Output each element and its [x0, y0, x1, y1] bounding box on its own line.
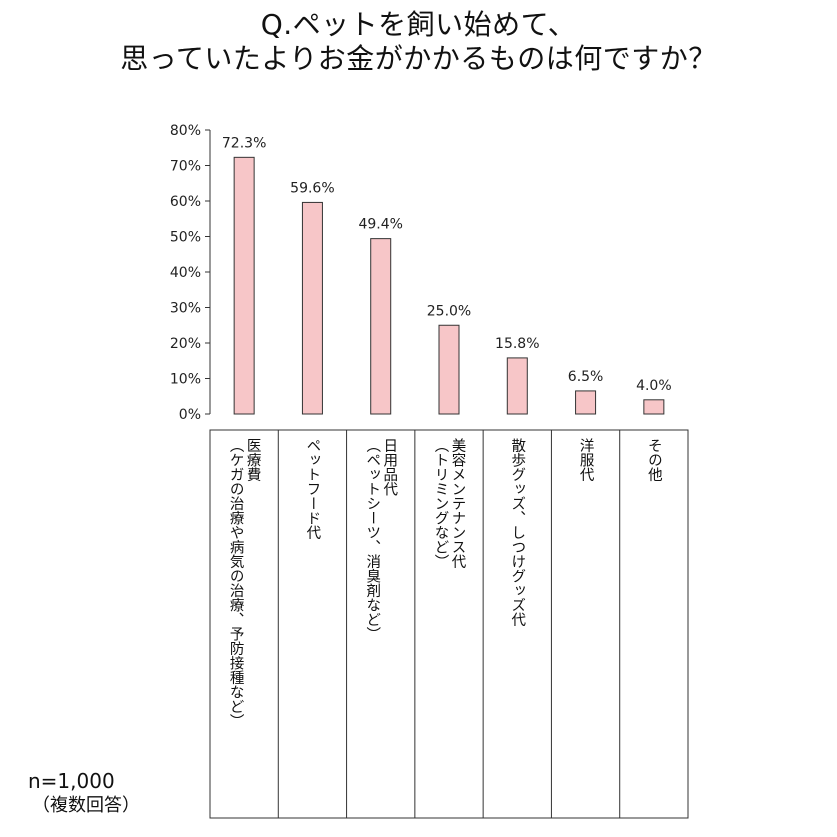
multiple-answer-note: （複数回答）: [32, 795, 140, 816]
value-labels: 72.3% 59.6% 49.4% 25.0% 15.8% 6.5% 4.0%: [222, 135, 672, 393]
bar: [233, 156, 255, 415]
y-tick-label: 50%: [170, 230, 201, 246]
y-tick-label: 0%: [179, 407, 201, 423]
bar-value-label: 4.0%: [636, 378, 672, 394]
category-label: その他: [646, 438, 662, 483]
category-label: 日用品代: [381, 438, 397, 497]
bar-value-label: 6.5%: [568, 369, 604, 385]
category-label: （ペットシーツ、消臭剤など）: [364, 438, 380, 641]
bar-value-label: 59.6%: [290, 180, 334, 196]
y-tick-label: 70%: [170, 159, 201, 175]
chart-title-line-1: Q.ペットを飼い始めて、: [260, 8, 577, 41]
y-tick-label: 30%: [170, 301, 201, 317]
y-tick-label: 20%: [170, 336, 201, 352]
category-label: （トリミングなど）: [433, 438, 449, 569]
bar: [575, 390, 597, 415]
bar-value-label: 72.3%: [222, 135, 266, 151]
category-table: 医療費（ケガの治療や病気の治療、予防接種など） ペットフード代 日用品代（ペットシー…: [209, 429, 689, 819]
bar: [370, 238, 392, 415]
category-label: 美容メンテナンス代: [450, 438, 466, 570]
bar: [506, 357, 528, 415]
category-label: ペットフード代: [304, 438, 320, 541]
category-table-border: [209, 429, 689, 819]
y-tick-label: 40%: [170, 265, 201, 281]
category-label: 散歩グッズ、しつけグッズ代: [509, 438, 525, 628]
bar-value-label: 25.0%: [427, 303, 471, 319]
bar: [301, 201, 323, 415]
sample-size: n=1,000: [28, 769, 115, 793]
category-label: （ケガの治療や病気の治療、予防接種など）: [228, 438, 244, 728]
chart-title-line-2: 思っていたよりお金がかかるものは何ですか？: [120, 42, 717, 75]
bar-value-label: 15.8%: [495, 336, 539, 352]
y-axis: 0% 10% 20% 30% 40% 50% 60% 70% 80%: [170, 123, 211, 423]
category-label: 医療費: [245, 438, 261, 482]
bars: [233, 156, 665, 415]
bar-value-label: 49.4%: [358, 217, 402, 233]
bar: [643, 399, 665, 415]
y-tick-label: 60%: [170, 194, 201, 210]
category-label: 洋服代: [578, 438, 594, 483]
y-tick-label: 80%: [170, 123, 201, 139]
y-tick-label: 10%: [170, 372, 201, 388]
chart-title: Q.ペットを飼い始めて、 思っていたよりお金がかかるものは何ですか？: [0, 8, 837, 76]
bar: [438, 324, 460, 415]
